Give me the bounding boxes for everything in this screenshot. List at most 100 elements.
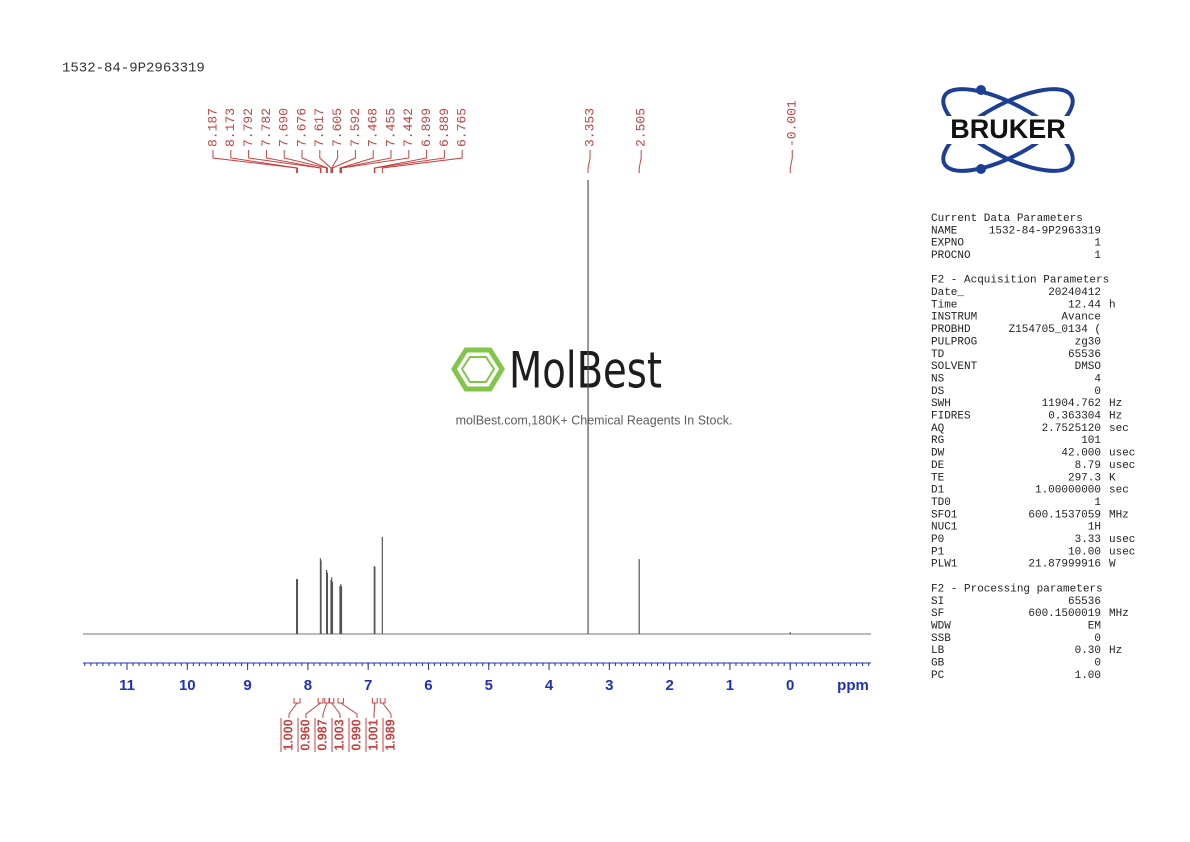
param-name: SFO1: [931, 509, 958, 521]
peak-label: 7.617: [312, 108, 327, 147]
peak-leader: [373, 150, 428, 173]
param-value: 11904.762: [1042, 398, 1101, 410]
watermark-brand: MolBest: [509, 342, 662, 400]
integral-label: 1.989: [383, 719, 397, 750]
peak-leader: [381, 150, 463, 173]
param-name: GB: [931, 658, 945, 670]
param-name: TE: [931, 472, 945, 484]
sample-title: 1532-84-9P2963319: [62, 61, 205, 77]
param-value: 2.7525120: [1042, 423, 1101, 435]
param-name: PULPROG: [931, 336, 977, 348]
x-tick-label: 9: [243, 677, 251, 694]
integral-range: [293, 698, 301, 704]
param-name: PC: [931, 670, 945, 682]
x-axis-label: ppm: [837, 677, 869, 694]
integral-range: [329, 698, 335, 704]
integral-range: [317, 698, 324, 704]
integral-range: [371, 698, 378, 704]
param-value: 1532-84-9P2963319: [989, 225, 1101, 237]
integral-range: [324, 698, 330, 704]
param-value: 0: [1094, 658, 1101, 670]
peak-label: 7.690: [277, 108, 292, 147]
integral-label: 1.003: [332, 719, 346, 750]
param-value: 4: [1094, 373, 1101, 385]
integral-label: 1.000: [281, 719, 295, 750]
peak-label: 3.353: [582, 108, 597, 147]
integral-label: 0.960: [298, 719, 312, 750]
param-value: 600.1500019: [1028, 608, 1101, 620]
param-value: 0: [1094, 386, 1101, 398]
param-value: 10.00: [1068, 546, 1101, 558]
param-name: P1: [931, 546, 945, 558]
peak-leader: [340, 150, 392, 173]
param-name: LB: [931, 645, 945, 657]
x-tick-label: 2: [665, 677, 673, 694]
peak-label: 7.442: [401, 108, 416, 147]
param-unit: usec: [1109, 534, 1135, 546]
param-value: zg30: [1075, 336, 1101, 348]
param-value: 1.00000000: [1035, 485, 1101, 497]
param-unit: sec: [1109, 485, 1129, 497]
param-unit: K: [1109, 472, 1116, 484]
watermark-tagline: molBest.com,180K+ Chemical Reagents In S…: [456, 413, 733, 427]
param-section-title: F2 - Processing parameters: [931, 583, 1103, 595]
peak-label: 7.605: [330, 108, 345, 147]
integral-range: [379, 698, 386, 704]
x-tick-label: 7: [364, 677, 372, 694]
param-value: 65536: [1068, 596, 1101, 608]
param-name: DS: [931, 386, 945, 398]
param-name: SOLVENT: [931, 361, 978, 373]
param-value: 12.44: [1068, 299, 1101, 311]
param-value: 0.363304: [1048, 411, 1101, 423]
param-name: SF: [931, 608, 944, 620]
param-name: RG: [931, 435, 944, 447]
integral-leader: [373, 702, 376, 718]
param-value: DMSO: [1075, 361, 1102, 373]
x-tick-label: 5: [485, 677, 493, 694]
param-name: FIDRES: [931, 411, 971, 423]
param-unit: usec: [1109, 448, 1135, 460]
peak-label: -0.001: [785, 100, 800, 147]
param-name: Time: [931, 299, 957, 311]
param-name: SSB: [931, 633, 951, 645]
param-name: SWH: [931, 398, 951, 410]
peak-leader: [331, 150, 339, 173]
integral-leader: [288, 702, 298, 718]
peak-leader: [230, 150, 298, 173]
param-name: Date_: [931, 287, 964, 299]
x-tick-label: 3: [605, 677, 613, 694]
param-value: 1: [1094, 238, 1101, 250]
integral-leader: [331, 702, 341, 718]
param-unit: Hz: [1109, 645, 1122, 657]
param-section-title: Current Data Parameters: [931, 213, 1083, 225]
param-name: PROCNO: [931, 250, 971, 262]
peak-label: 7.676: [294, 108, 309, 147]
param-value: 1: [1094, 250, 1101, 262]
param-value: 1: [1094, 497, 1101, 509]
param-value: 3.33: [1075, 534, 1101, 546]
peak-label: 7.782: [259, 108, 274, 147]
peak-leader: [587, 150, 591, 173]
param-value: 21.87999916: [1028, 559, 1101, 571]
param-value: 20240412: [1048, 287, 1101, 299]
param-name: PLW1: [931, 559, 958, 571]
param-name: PROBHD: [931, 324, 971, 336]
peak-label: 8.173: [223, 108, 238, 147]
param-value: 65536: [1068, 349, 1101, 361]
peak-leader: [638, 150, 642, 173]
integral-label: 0.990: [349, 719, 363, 750]
param-name: EXPNO: [931, 238, 964, 250]
param-unit: W: [1109, 559, 1116, 571]
peak-label: 6.765: [455, 108, 470, 147]
param-name: WDW: [931, 620, 951, 632]
param-value: 101: [1081, 435, 1101, 447]
x-tick-label: 10: [179, 677, 196, 694]
param-unit: usec: [1109, 546, 1135, 558]
param-value: 8.79: [1075, 460, 1101, 472]
param-unit: sec: [1109, 423, 1129, 435]
peak-leader: [265, 150, 322, 173]
param-value: EM: [1088, 620, 1101, 632]
integral-range: [337, 698, 344, 704]
param-name: INSTRUM: [931, 312, 977, 324]
